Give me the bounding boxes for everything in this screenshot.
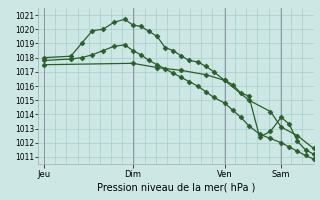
X-axis label: Pression niveau de la mer( hPa ): Pression niveau de la mer( hPa ) [97,183,255,193]
